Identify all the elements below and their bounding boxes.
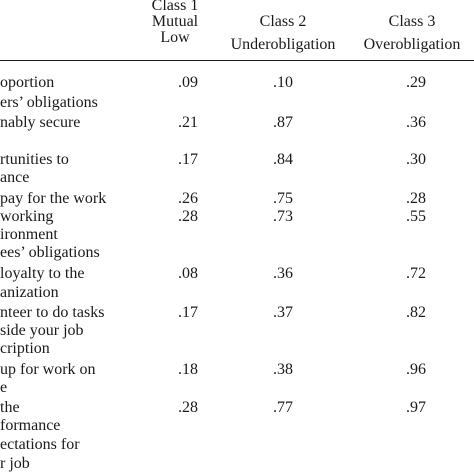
row-label-line: ectations for (0, 436, 80, 453)
cell-class1: .09 (178, 74, 198, 91)
cell-class1: .21 (178, 114, 198, 131)
cell-class2: .87 (273, 114, 293, 131)
cell-class3: .36 (406, 114, 426, 131)
cell-class1: .18 (178, 361, 198, 378)
header-class2-line1: Class 2 (259, 13, 307, 30)
cell-class1: .08 (178, 265, 198, 282)
row-label-line: up for work on (0, 361, 96, 378)
header-rule (0, 60, 474, 61)
header-class3-line1: Class 3 (388, 13, 436, 30)
cell-class3: .82 (406, 304, 426, 321)
row-label-line: ers’ obligations (0, 94, 98, 111)
cell-class2: .84 (273, 151, 293, 168)
row-label-line: r job (0, 455, 30, 472)
cell-class3: .96 (406, 361, 426, 378)
cell-class2: .75 (273, 190, 293, 207)
row-label-line: ance (0, 169, 30, 186)
cell-class1: .17 (178, 151, 198, 168)
row-label-line: cription (0, 340, 50, 357)
cell-class3: .30 (406, 151, 426, 168)
cell-class3: .72 (406, 265, 426, 282)
cell-class1: .26 (178, 190, 198, 207)
row-label-line: the (0, 399, 20, 416)
row-label-line: anization (0, 284, 59, 301)
row-label-line: nably secure (0, 114, 81, 131)
header-class1-line3: Low (160, 29, 190, 46)
cell-class3: .97 (406, 399, 426, 416)
row-label-line: e (0, 379, 8, 396)
cell-class1: .17 (178, 304, 198, 321)
header-class1-line1: Class 1 (151, 0, 199, 14)
cell-class3: .55 (406, 208, 426, 225)
row-label-line: ees’ obligations (0, 244, 100, 261)
row-label-line: oportion (0, 74, 55, 91)
row-label-line: rtunities to (0, 151, 69, 168)
cell-class2: .37 (273, 304, 293, 321)
header-class2-line2: Underobligation (230, 36, 336, 53)
cell-class1: .28 (178, 399, 198, 416)
cell-class1: .28 (178, 208, 198, 225)
header-class3-line2: Overobligation (363, 36, 461, 53)
cell-class3: .28 (406, 190, 426, 207)
row-label-line: formance (0, 417, 61, 434)
row-label-line: ironment (0, 226, 58, 243)
cell-class2: .73 (273, 208, 293, 225)
row-label-line: nteer to do tasks (0, 304, 105, 321)
cell-class3: .29 (406, 74, 426, 91)
row-label-line: loyalty to the (0, 265, 85, 282)
cell-class2: .77 (273, 399, 293, 416)
row-label-line: working (0, 208, 54, 225)
cell-class2: .36 (273, 265, 293, 282)
row-label-line: side your job (0, 322, 84, 339)
cell-class2: .10 (273, 74, 293, 91)
header-class1-line2: Mutual (151, 13, 199, 30)
row-label-line: pay for the work (0, 190, 107, 207)
cell-class2: .38 (273, 361, 293, 378)
